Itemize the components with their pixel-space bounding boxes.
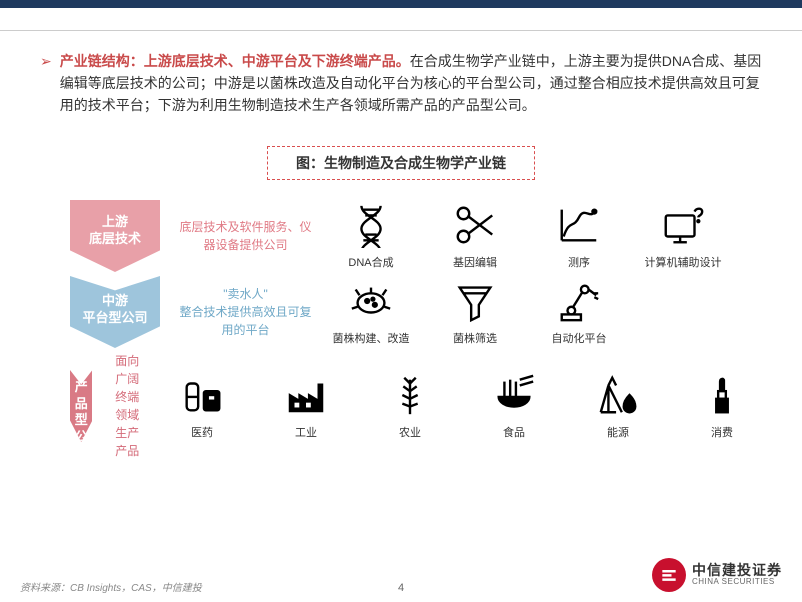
chain-row: 上游底层技术底层技术及软件服务、仪器设备提供公司 DNA合成 基因编辑 测序 计算机辅助… <box>70 200 762 272</box>
scissors-icon <box>452 202 498 248</box>
icon-label: 食品 <box>503 424 525 440</box>
row-description: "卖水人" 整合技术提供高效且可复用的平台 <box>178 285 313 339</box>
icon-item: 计算机辅助设计 <box>643 202 723 270</box>
oil-icon <box>595 372 641 418</box>
icon-item: 农业 <box>370 372 450 440</box>
header-bar <box>0 0 802 8</box>
noodle-icon <box>491 372 537 418</box>
icon-label: 农业 <box>399 424 421 440</box>
funnel-icon <box>452 278 498 324</box>
chevron-label: 中游平台型公司 <box>70 276 160 348</box>
bullet-marker: ➢ <box>40 50 52 72</box>
source-note: 资料来源：CB Insights，CAS，中信建投 <box>20 579 202 594</box>
icon-item: 自动化平台 <box>539 278 619 346</box>
icon-label: 消费 <box>711 424 733 440</box>
icon-item: 菌株筛选 <box>435 278 515 346</box>
row-description: 面向广阔终端领域生产产品 <box>110 352 144 460</box>
icon-item: 能源 <box>578 372 658 440</box>
chain-row: 中游平台型公司 "卖水人" 整合技术提供高效且可复用的平台菌株构建、改造 菌株筛选 自… <box>70 276 762 348</box>
dna-icon <box>348 202 394 248</box>
icon-item: 医药 <box>162 372 242 440</box>
icon-item: 测序 <box>539 202 619 270</box>
icon-label: 自动化平台 <box>552 330 607 346</box>
icon-label: DNA合成 <box>348 254 393 270</box>
bullet-paragraph: ➢ 产业链结构：上游底层技术、中游平台及下游终端产品。在合成生物学产业链中，上游… <box>40 50 762 116</box>
computer-icon <box>660 202 706 248</box>
page-number: 4 <box>398 582 404 594</box>
logo-cn: 中信建投证券 <box>692 563 782 578</box>
icon-label: 测序 <box>568 254 590 270</box>
icons-row: DNA合成 基因编辑 测序 计算机辅助设计 <box>331 202 723 270</box>
icon-item: 工业 <box>266 372 346 440</box>
icon-item: 消费 <box>682 372 762 440</box>
wheat-icon <box>387 372 433 418</box>
factory-icon <box>283 372 329 418</box>
body-highlight: 产业链结构：上游底层技术、中游平台及下游终端产品。 <box>60 53 410 69</box>
icon-item: 基因编辑 <box>435 202 515 270</box>
slide-content: ➢ 产业链结构：上游底层技术、中游平台及下游终端产品。在合成生物学产业链中，上游… <box>40 50 762 460</box>
icon-label: 基因编辑 <box>453 254 497 270</box>
header-divider <box>0 30 802 31</box>
chart-title: 图：生物制造及合成生物学产业链 <box>267 146 535 180</box>
icon-label: 医药 <box>191 424 213 440</box>
microbe-icon <box>348 278 394 324</box>
icons-row: 菌株构建、改造 菌株筛选 自动化平台 <box>331 278 619 346</box>
lipstick-icon <box>699 372 745 418</box>
icon-label: 工业 <box>295 424 317 440</box>
logo-en: CHINA SECURITIES <box>692 578 782 587</box>
icon-item: DNA合成 <box>331 202 411 270</box>
icon-label: 菌株筛选 <box>453 330 497 346</box>
chevron-label: 下游产品型公司 <box>70 370 92 442</box>
chain-row: 下游产品型公司面向广阔终端领域生产产品医药 工业 农业 食品 能源 消费 <box>70 352 762 460</box>
value-chain-diagram: 上游底层技术底层技术及软件服务、仪器设备提供公司 DNA合成 基因编辑 测序 计算机辅助… <box>70 200 762 460</box>
sequencing-icon <box>556 202 602 248</box>
icon-label: 计算机辅助设计 <box>645 254 722 270</box>
company-logo: 中信建投证券 CHINA SECURITIES <box>652 558 782 592</box>
icon-item: 食品 <box>474 372 554 440</box>
icon-label: 菌株构建、改造 <box>333 330 410 346</box>
robot-arm-icon <box>556 278 602 324</box>
icon-item: 菌株构建、改造 <box>331 278 411 346</box>
chevron-label: 上游底层技术 <box>70 200 160 272</box>
row-description: 底层技术及软件服务、仪器设备提供公司 <box>178 218 313 254</box>
logo-text: 中信建投证券 CHINA SECURITIES <box>692 563 782 587</box>
pill-icon <box>179 372 225 418</box>
body-text: 产业链结构：上游底层技术、中游平台及下游终端产品。在合成生物学产业链中，上游主要… <box>60 50 762 116</box>
logo-mark <box>652 558 686 592</box>
icons-row: 医药 工业 农业 食品 能源 消费 <box>162 372 762 440</box>
icon-label: 能源 <box>607 424 629 440</box>
